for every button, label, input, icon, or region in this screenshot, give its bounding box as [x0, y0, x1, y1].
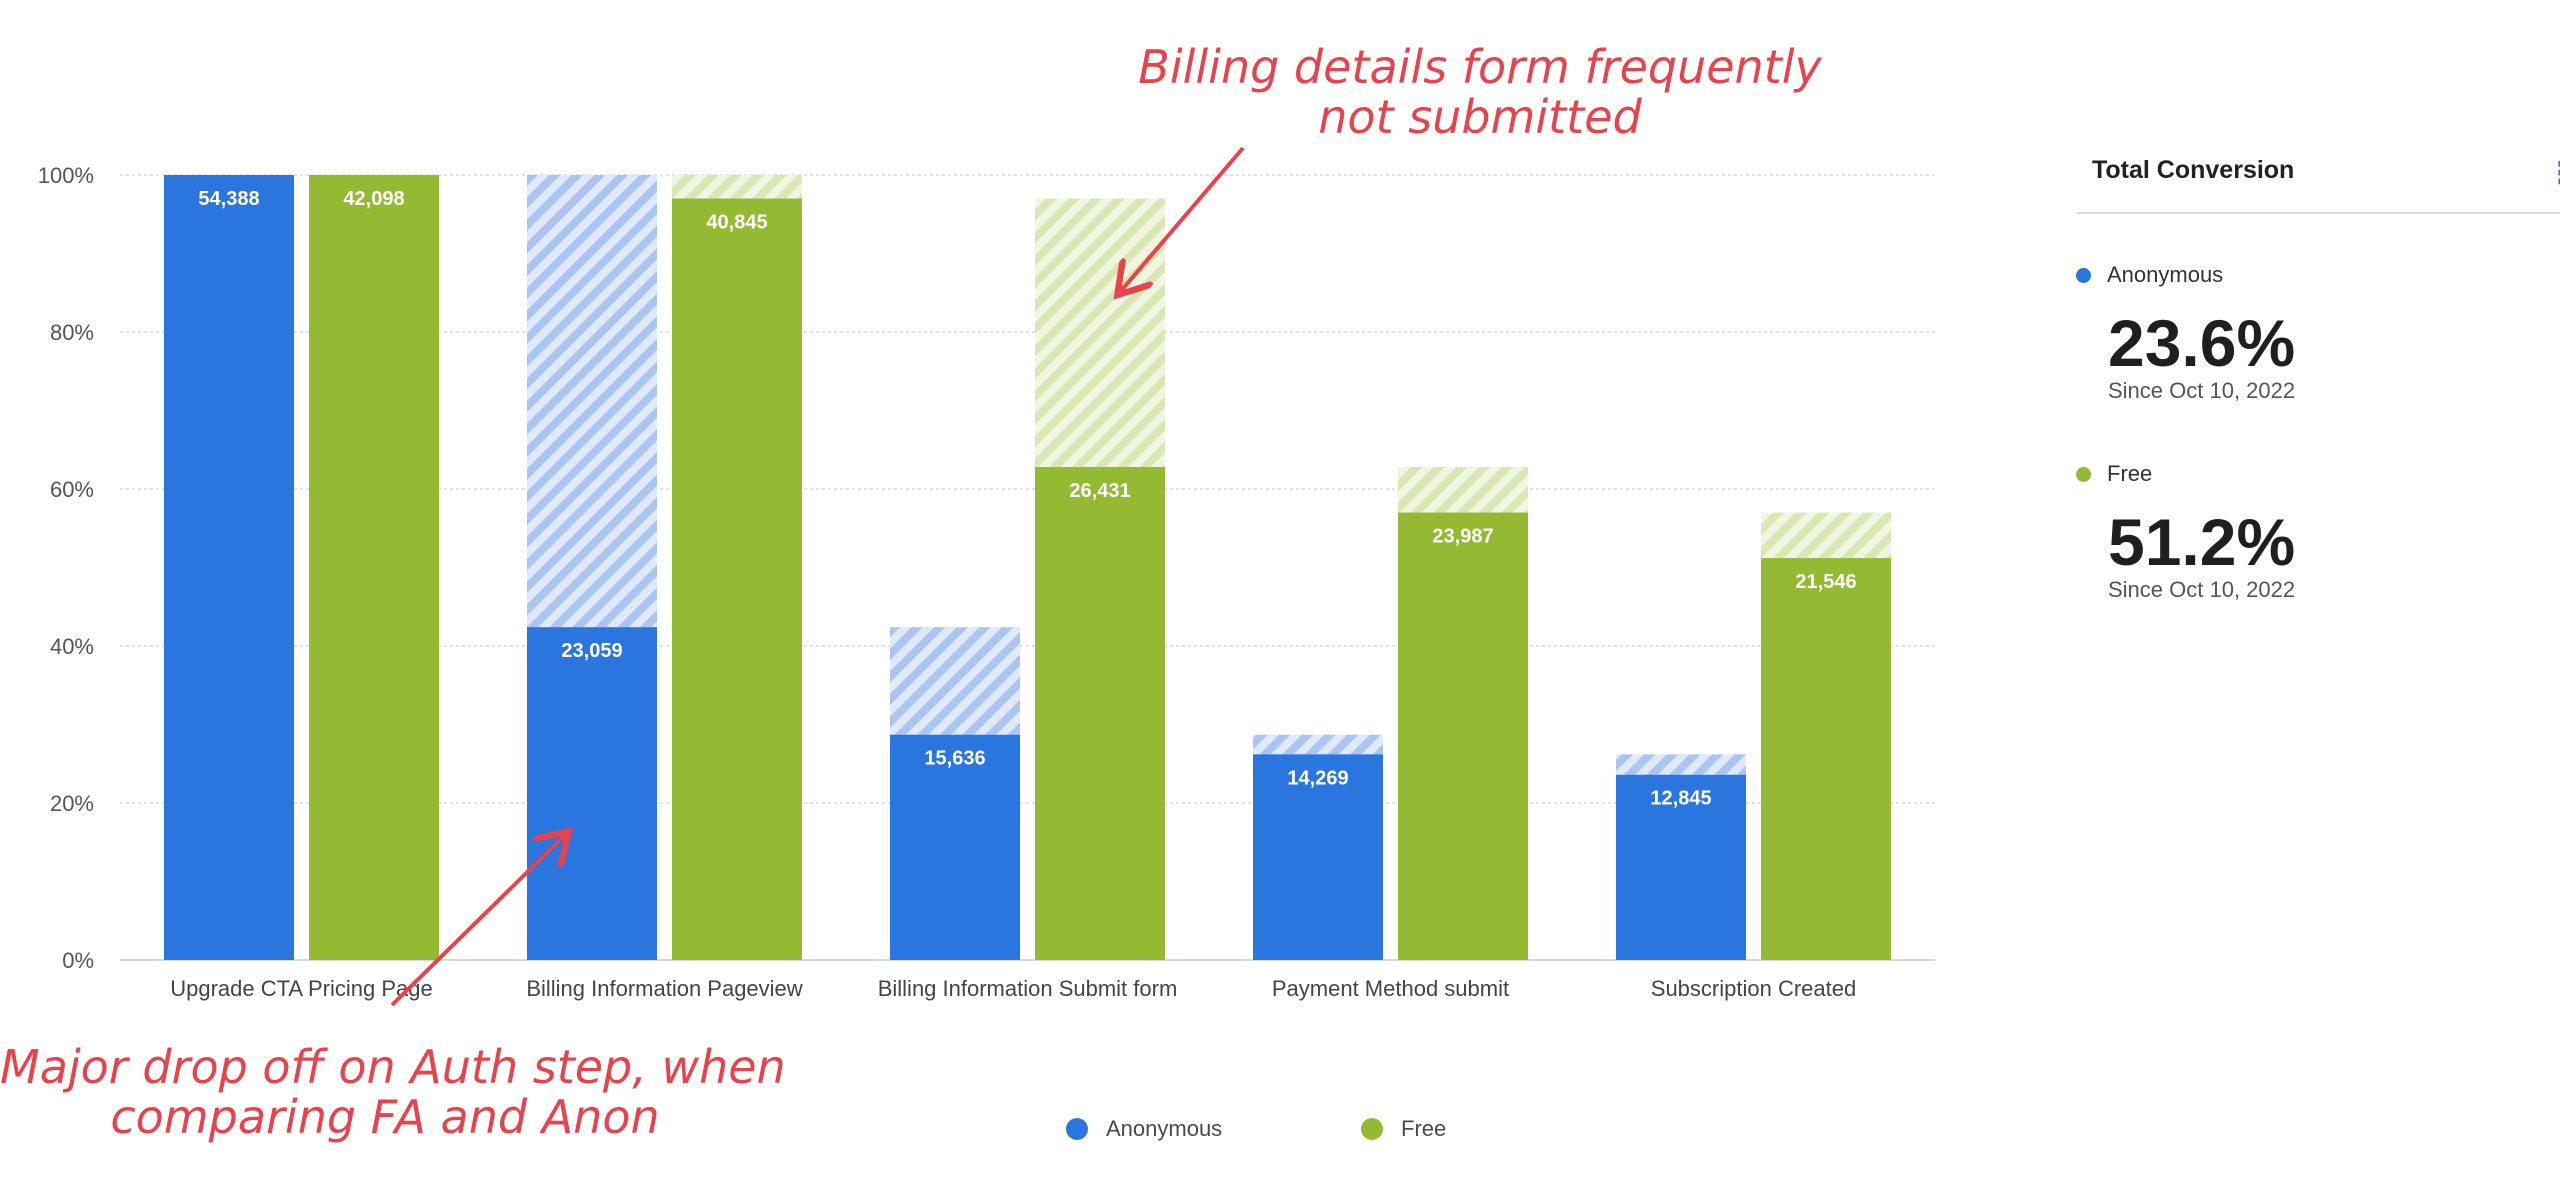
bar	[672, 198, 802, 961]
dropoff-bar	[1035, 198, 1165, 468]
bar-value-label: 21,546	[1795, 571, 1856, 593]
dropoff-bar	[1761, 512, 1891, 559]
bar-value-label: 15,636	[924, 748, 985, 770]
legend-item-free[interactable]: Free	[1361, 1116, 1446, 1142]
dropoff-bar	[672, 175, 802, 199]
bar-value-label: 23,059	[561, 640, 622, 662]
metric-anonymous: Anonymous 23.6% Since Oct 10, 2022	[2076, 262, 2556, 404]
bar-value-label: 14,269	[1287, 767, 1348, 789]
bar	[527, 627, 657, 960]
bar-value-label: 42,098	[343, 188, 404, 210]
y-tick-label: 80%	[50, 320, 94, 345]
legend-dot-icon	[1066, 1118, 1088, 1140]
bar	[1253, 754, 1383, 960]
x-category-label: Billing Information Submit form	[878, 976, 1178, 1001]
dropoff-bar	[1616, 754, 1746, 775]
bar	[1398, 512, 1528, 960]
y-tick-label: 100%	[38, 163, 94, 188]
dropoff-bar	[1398, 467, 1528, 513]
x-category-label: Subscription Created	[1651, 976, 1856, 1001]
bar-value-label: 40,845	[706, 212, 767, 234]
metric-free: Free 51.2% Since Oct 10, 2022	[2076, 461, 2556, 603]
x-category-label: Payment Method submit	[1272, 976, 1509, 1001]
billing-annotation-arrow	[1120, 146, 1245, 292]
annotation-line: Major drop off on Auth step, when	[0, 1040, 786, 1094]
metric-value: 51.2%	[2108, 505, 2296, 579]
legend-label: Free	[1401, 1116, 1447, 1141]
metric-since: Since Oct 10, 2022	[2108, 378, 2296, 403]
dropoff-bar	[890, 627, 1020, 735]
bar	[1035, 467, 1165, 960]
metric-since: Since Oct 10, 2022	[2108, 577, 2296, 602]
y-tick-label: 60%	[50, 477, 94, 502]
more-vertical-icon[interactable]: ⋮	[2546, 156, 2560, 191]
metric-value: 23.6%	[2108, 306, 2296, 380]
bar	[164, 175, 294, 960]
bar	[309, 175, 439, 960]
panel-title: Total Conversion	[2092, 156, 2295, 184]
billing-annotation: Billing details form frequently not submi…	[1080, 42, 1880, 142]
auth-annotation: Major drop off on Auth step, when compari…	[0, 1040, 786, 1144]
bar-value-label: 26,431	[1069, 480, 1130, 502]
bar-value-label: 12,845	[1650, 788, 1711, 810]
annotation-line: comparing FA and Anon	[110, 1090, 660, 1144]
legend-dot-icon	[1361, 1118, 1383, 1140]
x-category-label: Upgrade CTA Pricing Page	[170, 976, 433, 1001]
legend-label: Anonymous	[1106, 1116, 1223, 1141]
panel-divider	[2076, 212, 2560, 214]
dropoff-bar	[1253, 734, 1383, 755]
y-tick-label: 20%	[50, 791, 94, 816]
bar-value-label: 54,388	[198, 188, 259, 210]
dropoff-bar	[527, 175, 657, 628]
series-dot-icon	[2076, 466, 2091, 482]
metric-label: Anonymous	[2107, 262, 2224, 287]
y-tick-label: 40%	[50, 634, 94, 659]
y-tick-label: 0%	[62, 948, 94, 973]
series-dot-icon	[2076, 267, 2091, 283]
metric-label: Free	[2107, 461, 2153, 486]
bar	[1761, 558, 1891, 960]
annotation-line: Billing details form frequently	[1138, 40, 1822, 94]
bar-value-label: 23,987	[1432, 526, 1493, 548]
legend-item-anonymous[interactable]: Anonymous	[1066, 1116, 1222, 1142]
auth-annotation-arrow	[390, 834, 566, 1007]
bar	[890, 734, 1020, 960]
annotation-line: not submitted	[1318, 90, 1642, 144]
bar	[1616, 774, 1746, 960]
x-category-label: Billing Information Pageview	[526, 976, 802, 1001]
